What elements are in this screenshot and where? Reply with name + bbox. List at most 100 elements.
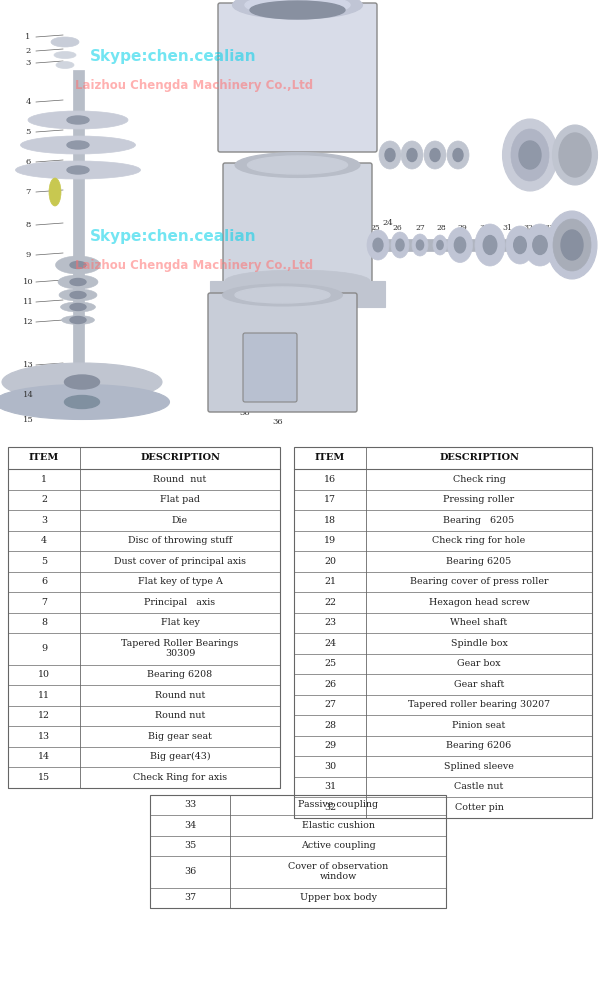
Ellipse shape [412,234,428,256]
Text: Check Ring for axis: Check Ring for axis [133,773,227,782]
Ellipse shape [49,178,61,206]
Text: ITEM: ITEM [29,454,59,462]
Text: Gear shaft: Gear shaft [454,680,504,689]
Text: 24: 24 [324,639,336,648]
Text: 10: 10 [23,278,34,286]
Ellipse shape [245,0,350,15]
Text: Gear box: Gear box [457,659,501,668]
Text: Check ring: Check ring [452,475,505,484]
Text: 31: 31 [502,224,512,232]
Text: Laizhou Chengda Machinery Co.,Ltd: Laizhou Chengda Machinery Co.,Ltd [75,258,313,271]
Text: Spindle box: Spindle box [451,639,508,648]
Text: 26: 26 [324,680,336,689]
Text: 2: 2 [25,47,31,55]
FancyBboxPatch shape [243,333,297,402]
Ellipse shape [561,230,583,260]
Bar [210,281,385,307]
Text: Disc of throwing stuff: Disc of throwing stuff [128,536,232,545]
Text: 33: 33 [184,800,196,809]
Ellipse shape [385,148,395,161]
Text: 20: 20 [324,557,336,566]
Text: Flat pad: Flat pad [160,495,200,504]
Ellipse shape [61,302,95,312]
Text: Skype:chen.cealian: Skype:chen.cealian [90,230,257,244]
Ellipse shape [454,237,466,253]
Text: 1: 1 [41,475,47,484]
Text: 23: 23 [324,618,336,627]
Text: Round  nut: Round nut [154,475,206,484]
Text: 30: 30 [479,224,489,232]
Ellipse shape [437,240,443,249]
Text: 36: 36 [272,418,283,426]
Ellipse shape [547,211,597,279]
Ellipse shape [16,161,140,179]
Text: 27: 27 [415,224,425,232]
Ellipse shape [70,304,86,310]
Ellipse shape [475,224,505,266]
Ellipse shape [401,141,423,169]
Ellipse shape [70,316,86,324]
Text: 18: 18 [324,516,336,525]
Text: 8: 8 [41,618,47,627]
Text: Cotter pin: Cotter pin [455,803,503,812]
Ellipse shape [225,270,370,292]
Text: Castle nut: Castle nut [454,782,503,791]
Text: 2: 2 [41,495,47,504]
Text: 28: 28 [436,224,446,232]
Ellipse shape [514,236,526,254]
Text: Bearing   6205: Bearing 6205 [443,516,515,525]
Text: Pinion seat: Pinion seat [452,721,506,730]
Ellipse shape [70,278,86,286]
Ellipse shape [511,129,549,181]
Text: Passive coupling: Passive coupling [298,800,378,809]
Ellipse shape [248,156,347,174]
Text: 28: 28 [324,721,336,730]
Text: Principal   axis: Principal axis [145,598,215,607]
Ellipse shape [396,239,404,251]
Ellipse shape [0,384,170,420]
Text: 16: 16 [324,475,336,484]
Text: 3: 3 [25,59,31,67]
Text: 13: 13 [23,361,34,369]
Ellipse shape [559,133,591,177]
Text: 36: 36 [184,867,196,876]
Text: Bearing 6205: Bearing 6205 [446,557,512,566]
Text: 15: 15 [38,773,50,782]
Text: Pressing roller: Pressing roller [443,495,515,504]
Text: 22: 22 [324,598,336,607]
Bar [150,794,446,908]
Ellipse shape [65,395,100,408]
Text: Hexagon head screw: Hexagon head screw [428,598,529,607]
Text: 5: 5 [25,128,31,136]
Text: Check ring for hole: Check ring for hole [433,536,526,545]
Text: DESCRIPTION: DESCRIPTION [439,454,519,462]
Text: 29: 29 [324,741,336,750]
Text: 9: 9 [25,251,31,259]
Ellipse shape [235,287,330,303]
Text: 12: 12 [23,318,34,326]
Text: 37: 37 [0,999,1,1000]
Text: Bearing cover of press roller: Bearing cover of press roller [410,577,548,586]
Text: Splined sleeve: Splined sleeve [444,762,514,771]
Text: 32: 32 [523,224,533,232]
Text: 1: 1 [25,33,31,41]
Ellipse shape [533,236,547,254]
Ellipse shape [503,119,557,191]
Ellipse shape [67,141,89,149]
Text: Big gear(43): Big gear(43) [149,752,211,761]
Text: 4: 4 [25,98,31,106]
Text: 6: 6 [25,158,31,166]
Ellipse shape [235,152,360,178]
Ellipse shape [62,316,95,324]
Text: 30: 30 [324,762,336,771]
Ellipse shape [70,261,86,268]
Ellipse shape [56,256,101,274]
Text: 7: 7 [41,598,47,607]
Text: 14: 14 [38,752,50,761]
Text: Bearing 6208: Bearing 6208 [148,670,212,679]
Ellipse shape [553,219,591,271]
Ellipse shape [56,62,74,68]
Bar [294,447,592,818]
Ellipse shape [20,136,136,154]
Ellipse shape [373,238,383,252]
